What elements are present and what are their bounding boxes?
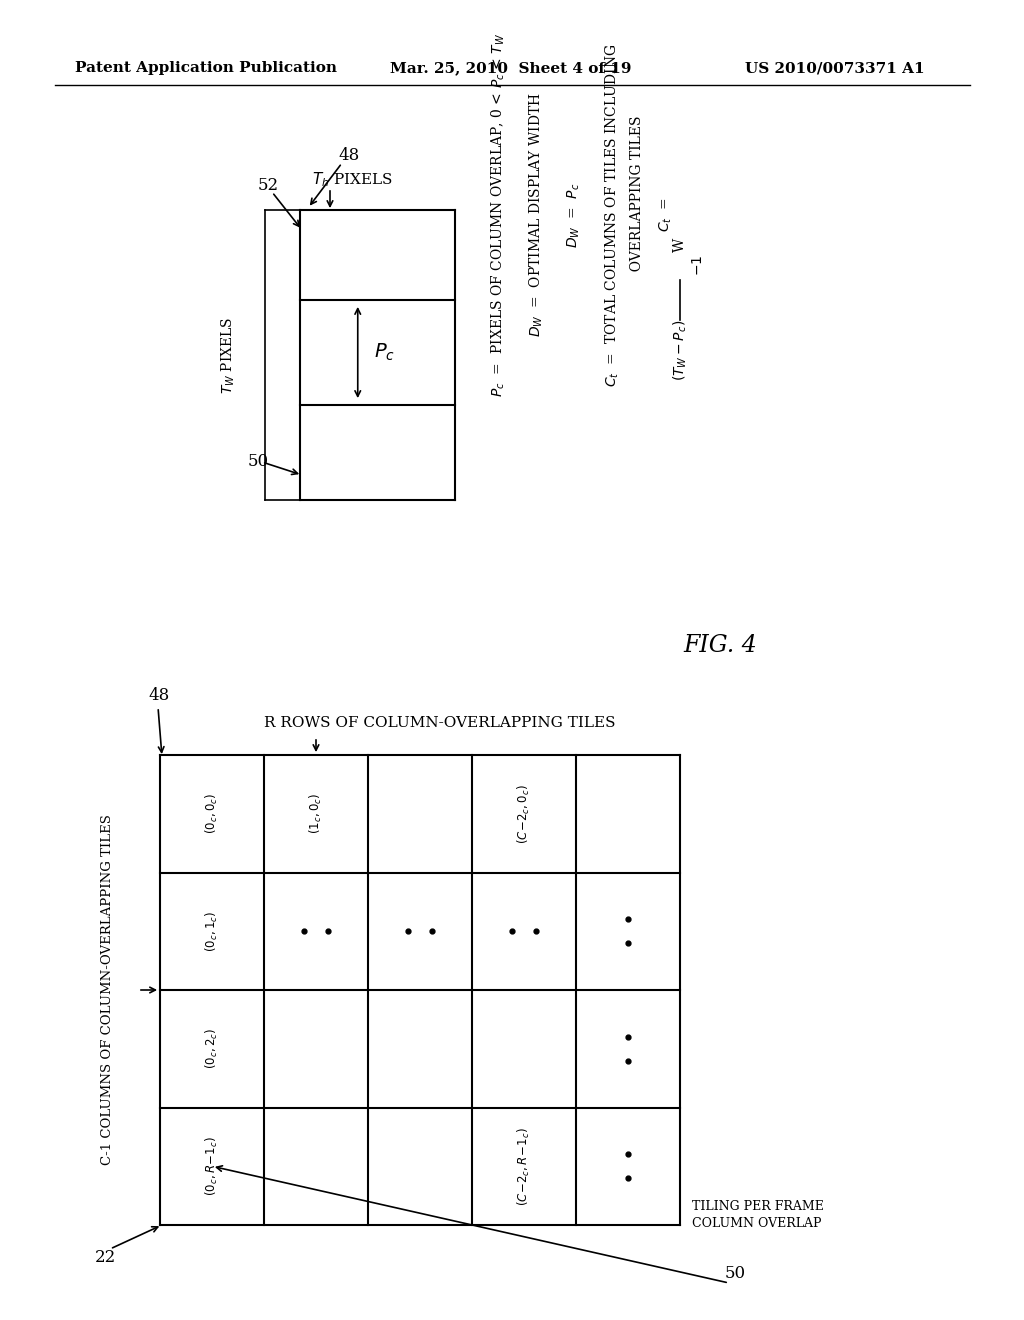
Text: 22: 22 xyxy=(95,1249,117,1266)
Text: $T_W$ PIXELS: $T_W$ PIXELS xyxy=(219,317,237,393)
Text: $D_W$  =  $P_c$: $D_W$ = $P_c$ xyxy=(566,182,583,248)
Text: $(C\!-\!2_c,R\!-\!1_c)$: $(C\!-\!2_c,R\!-\!1_c)$ xyxy=(516,1127,532,1205)
Text: W: W xyxy=(673,238,687,252)
Text: $C_t$  =: $C_t$ = xyxy=(658,198,675,232)
Text: $(0_c,1_c)$: $(0_c,1_c)$ xyxy=(204,911,220,952)
Text: $P_c$: $P_c$ xyxy=(374,342,395,363)
Text: 48: 48 xyxy=(338,147,359,164)
Text: 50: 50 xyxy=(248,454,269,470)
Text: $P_c$  =  PIXELS OF COLUMN OVERLAP, 0 < $P_c$ < $T_W$: $P_c$ = PIXELS OF COLUMN OVERLAP, 0 < $P… xyxy=(490,33,508,397)
Text: $(0_c,2_c)$: $(0_c,2_c)$ xyxy=(204,1028,220,1069)
Text: Mar. 25, 2010  Sheet 4 of 19: Mar. 25, 2010 Sheet 4 of 19 xyxy=(390,61,632,75)
Text: $D_W$  =  OPTIMAL DISPLAY WIDTH: $D_W$ = OPTIMAL DISPLAY WIDTH xyxy=(528,92,546,338)
Text: $(0_c,R\!-\!1_c)$: $(0_c,R\!-\!1_c)$ xyxy=(204,1137,220,1196)
Text: $(1_c,0_c)$: $(1_c,0_c)$ xyxy=(308,793,324,834)
Text: TILING PER FRAME
COLUMN OVERLAP: TILING PER FRAME COLUMN OVERLAP xyxy=(692,1200,824,1230)
Text: FIG. 4: FIG. 4 xyxy=(683,634,757,656)
Text: $(0_c,0_c)$: $(0_c,0_c)$ xyxy=(204,793,220,834)
Text: 52: 52 xyxy=(258,177,280,194)
Text: $(C\!-\!2_c,0_c)$: $(C\!-\!2_c,0_c)$ xyxy=(516,784,532,843)
Text: C-1 COLUMNS OF COLUMN-OVERLAPPING TILES: C-1 COLUMNS OF COLUMN-OVERLAPPING TILES xyxy=(101,814,115,1166)
Text: $T_h$ PIXELS: $T_h$ PIXELS xyxy=(312,170,393,189)
Text: 48: 48 xyxy=(148,686,169,704)
Text: $C_t$  =  TOTAL COLUMNS OF TILES INCLUDING: $C_t$ = TOTAL COLUMNS OF TILES INCLUDING xyxy=(604,44,622,387)
Text: Patent Application Publication: Patent Application Publication xyxy=(75,61,337,75)
Text: R ROWS OF COLUMN-OVERLAPPING TILES: R ROWS OF COLUMN-OVERLAPPING TILES xyxy=(264,715,615,730)
Text: $-1$: $-1$ xyxy=(691,255,705,276)
Text: US 2010/0073371 A1: US 2010/0073371 A1 xyxy=(745,61,925,75)
Text: OVERLAPPING TILES: OVERLAPPING TILES xyxy=(630,115,644,314)
Text: $(T_W-P_c)$: $(T_W-P_c)$ xyxy=(672,319,689,380)
Text: 50: 50 xyxy=(725,1265,746,1282)
